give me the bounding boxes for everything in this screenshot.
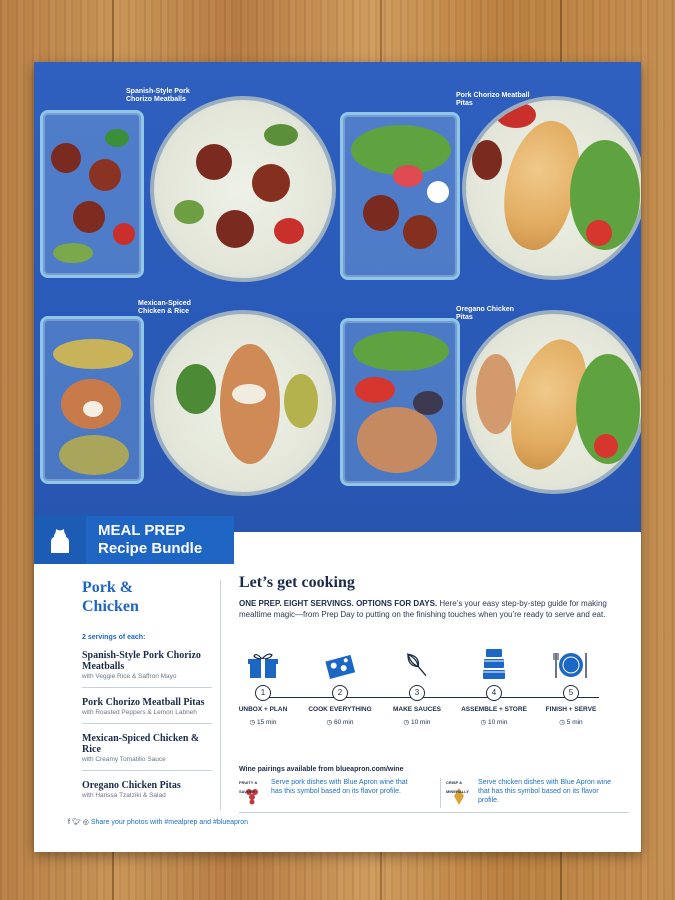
step-time: ◷ 10 min xyxy=(403,719,431,726)
recipe-item: Oregano Chicken Pitas with Harissa Tzatz… xyxy=(82,780,212,800)
crisp-minerally-badge: CRISP & MINERALLY xyxy=(446,778,472,808)
clock-icon: ◷ xyxy=(403,719,411,726)
wine-pairing-chicken: CRISP & MINERALLY Serve chicken dishes w… xyxy=(446,778,621,808)
recipe-side: with Harissa Tzatziki & Salad xyxy=(82,792,166,799)
step-number: 3 xyxy=(409,685,425,701)
step-name: COOK EVERYTHING xyxy=(308,706,372,713)
serving-bowl xyxy=(150,310,336,496)
facebook-icon: f xyxy=(68,819,70,826)
serving-bowl xyxy=(462,310,641,494)
steps-timeline xyxy=(259,697,599,698)
containers-icon xyxy=(483,649,505,679)
badge-label: CRISP & MINERALLY xyxy=(446,780,469,794)
clock-icon: ◷ xyxy=(249,719,257,726)
step-number: 4 xyxy=(486,685,502,701)
social-footer: f 🐦︎ ◎ Share your photos with #mealprep … xyxy=(68,818,248,826)
step-4: 4 ASSEMBLE + STORE ◷ 10 min xyxy=(459,648,529,726)
intro-body: Here’s your easy step-by-step guide for … xyxy=(239,599,607,619)
badge-label: FRUITY & SAVORY xyxy=(239,780,258,794)
meal-prep-container xyxy=(40,110,144,278)
photo-caption: Pork Chorizo Meatball Pitas xyxy=(456,92,530,107)
recipe-side: with Creamy Tomatillo Sauce xyxy=(82,756,166,763)
grape-icon xyxy=(246,789,258,805)
recipe-name: Mexican-Spiced Chicken & Rice xyxy=(82,733,200,755)
photo-caption: Spanish-Style Pork Chorizo Meatballs xyxy=(126,88,190,103)
meal-prep-container xyxy=(340,318,460,486)
bundle-name-line1: Pork & xyxy=(82,579,134,596)
meal-prep-container xyxy=(40,316,144,484)
recipe-side: with Roasted Peppers & Lemon Labneh xyxy=(82,709,197,716)
plate-icon xyxy=(553,653,587,678)
recipe-name: Oregano Chicken Pitas xyxy=(82,780,181,791)
recipe-list: Pork & Chicken 2 servings of each: Spani… xyxy=(82,578,212,800)
clock-icon: ◷ xyxy=(480,719,488,726)
recipe-name: Pork Chorizo Meatball Pitas xyxy=(82,697,205,708)
intro-bold: ONE PREP. EIGHT SERVINGS. OPTIONS FOR DA… xyxy=(239,599,438,608)
twitter-icon: 🐦︎ xyxy=(71,819,81,826)
wine-pairing-pork: FRUITY & SAVORY Serve pork dishes with B… xyxy=(239,778,414,808)
recipe-name: Spanish-Style Pork Chorizo Meatballs xyxy=(82,650,201,672)
clock-icon: ◷ xyxy=(559,719,567,726)
wine-heading: Wine pairings available from blueapron.c… xyxy=(239,766,404,773)
section-heading: Let’s get cooking xyxy=(239,574,355,591)
food-photo: Spanish-Style Pork Chorizo Meatballs Por… xyxy=(34,62,641,532)
recipe-side: with Veggie Rice & Saffron Mayo xyxy=(82,673,177,680)
sheet-pan-icon xyxy=(325,654,356,680)
apron-icon xyxy=(51,529,69,553)
servings-note: 2 servings of each: xyxy=(82,634,146,641)
whisk-icon xyxy=(406,653,427,677)
bundle-name-line2: Chicken xyxy=(82,598,139,615)
banner-title: MEAL PREP xyxy=(98,522,186,539)
wine-text: Serve chicken dishes with Blue Apron win… xyxy=(478,779,612,804)
clock-icon: ◷ xyxy=(326,719,334,726)
instagram-icon: ◎ xyxy=(82,819,89,826)
step-name: FINISH + SERVE xyxy=(545,706,597,713)
step-2: 2 COOK EVERYTHING ◷ 60 min xyxy=(305,648,375,726)
step-1: 1 UNBOX + PLAN ◷ 15 min xyxy=(228,648,298,726)
recipe-item: Spanish-Style Pork Chorizo Meatballs wit… xyxy=(82,650,212,688)
fruity-savory-badge: FRUITY & SAVORY xyxy=(239,778,265,808)
wine-separator xyxy=(440,778,441,808)
step-5: 5 FINISH + SERVE ◷ 5 min xyxy=(536,648,606,726)
wine-text: Serve pork dishes with Blue Apron wine t… xyxy=(271,779,408,795)
serving-bowl xyxy=(462,96,641,280)
recipe-card: Spanish-Style Pork Chorizo Meatballs Por… xyxy=(34,62,641,852)
meal-prep-banner: MEAL PREP Recipe Bundle xyxy=(34,516,234,564)
step-number: 2 xyxy=(332,685,348,701)
intro-text: ONE PREP. EIGHT SERVINGS. OPTIONS FOR DA… xyxy=(239,598,629,620)
banner-subtitle: Recipe Bundle xyxy=(98,540,203,557)
photo-caption: Mexican-Spiced Chicken & Rice xyxy=(138,300,191,315)
column-divider xyxy=(220,580,221,810)
step-time: ◷ 10 min xyxy=(480,719,508,726)
step-time: ◷ 5 min xyxy=(559,719,583,726)
step-number: 1 xyxy=(255,685,271,701)
step-name: MAKE SAUCES xyxy=(392,706,442,713)
serving-bowl xyxy=(150,96,336,282)
step-time: ◷ 15 min xyxy=(249,719,277,726)
step-time: ◷ 60 min xyxy=(326,719,354,726)
meal-prep-container xyxy=(340,112,460,280)
recipe-item: Pork Chorizo Meatball Pitas with Roasted… xyxy=(82,697,212,724)
step-number: 5 xyxy=(563,685,579,701)
step-name: ASSEMBLE + STORE xyxy=(461,706,527,713)
step-name: UNBOX + PLAN xyxy=(238,706,288,713)
recipe-item: Mexican-Spiced Chicken & Rice with Cream… xyxy=(82,733,212,771)
photo-caption: Oregano Chicken Pitas xyxy=(456,306,514,321)
step-3: 3 MAKE SAUCES ◷ 10 min xyxy=(382,648,452,726)
box-icon xyxy=(248,653,278,678)
wine-divider xyxy=(239,812,629,813)
instructions-panel: Let’s get cooking ONE PREP. EIGHT SERVIN… xyxy=(239,574,629,620)
social-text: Share your photos with #mealprep and #bl… xyxy=(90,819,249,826)
diamond-icon xyxy=(454,788,464,805)
